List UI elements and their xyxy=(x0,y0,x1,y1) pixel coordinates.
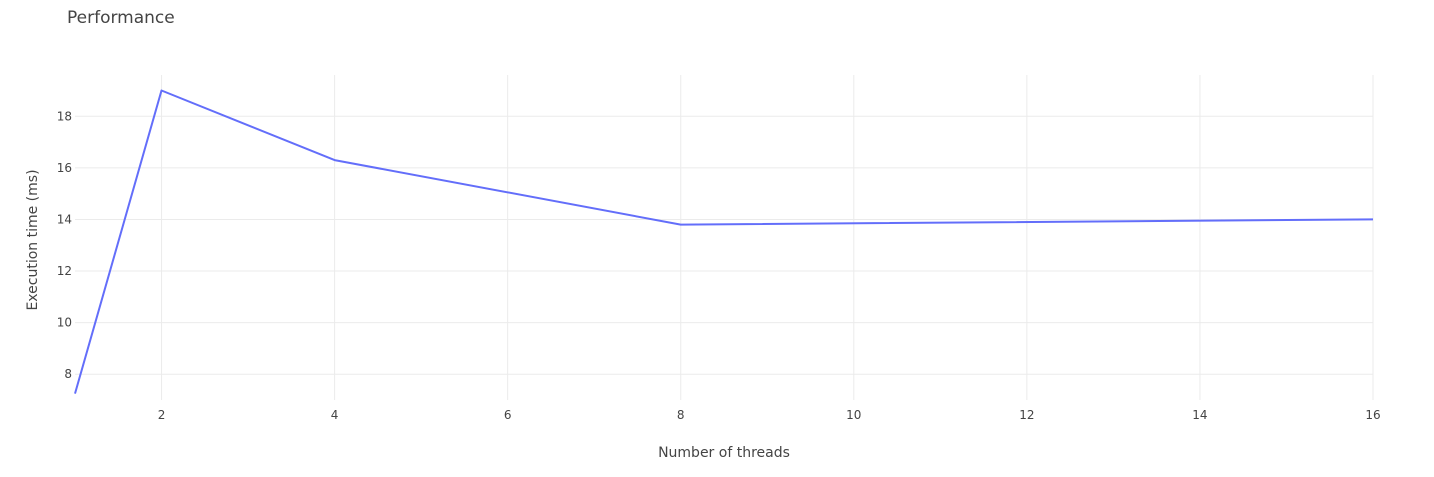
x-tick-label: 12 xyxy=(1019,408,1034,422)
y-tick-label: 16 xyxy=(57,161,72,175)
x-tick-label: 16 xyxy=(1365,408,1380,422)
y-tick-label: 8 xyxy=(64,367,72,381)
series-line xyxy=(74,89,1374,394)
y-tick-label: 14 xyxy=(57,212,72,226)
y-axis-ticks: 8 10 12 14 16 18 xyxy=(57,109,72,381)
x-tick-label: 2 xyxy=(158,408,166,422)
y-tick-label: 12 xyxy=(57,264,72,278)
x-axis-ticks: 2 4 6 8 10 12 14 16 xyxy=(158,408,1381,422)
x-tick-label: 6 xyxy=(504,408,512,422)
x-tick-label: 4 xyxy=(331,408,339,422)
x-axis-title: Number of threads xyxy=(658,445,790,461)
series-layer xyxy=(74,89,1374,394)
x-tick-label: 8 xyxy=(677,408,685,422)
x-tick-label: 14 xyxy=(1192,408,1207,422)
y-tick-label: 10 xyxy=(57,316,72,330)
grid-lines xyxy=(75,75,1374,400)
x-tick-label: 10 xyxy=(846,408,861,422)
y-tick-label: 18 xyxy=(57,109,72,123)
y-axis-title: Execution time (ms) xyxy=(25,169,41,310)
chart-title: Performance xyxy=(67,8,175,28)
